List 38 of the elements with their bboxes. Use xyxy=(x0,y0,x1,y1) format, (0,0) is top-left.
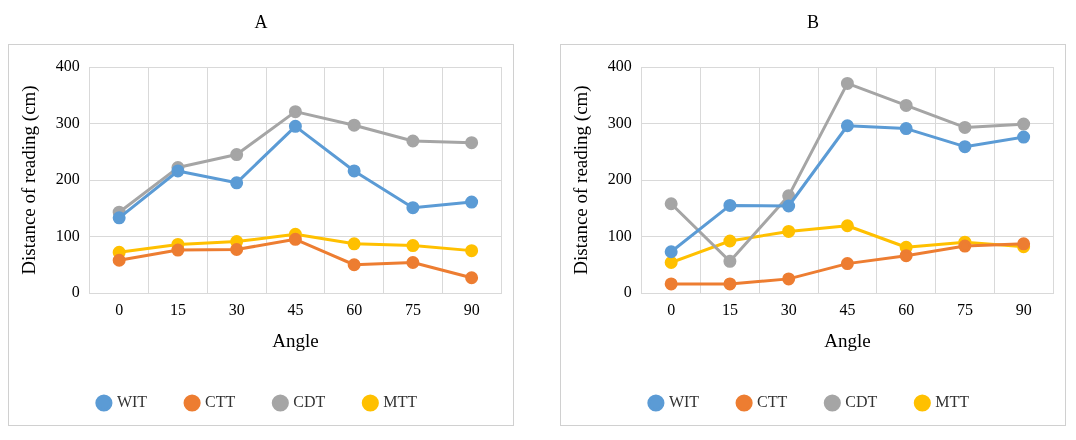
chart-title: B xyxy=(806,11,820,34)
legend-label: MTT xyxy=(383,393,418,411)
legend-label: CTT xyxy=(757,393,788,411)
x-tick-label: 45 xyxy=(287,300,304,318)
y-tick-label: 200 xyxy=(607,170,632,188)
x-axis-title: Angle xyxy=(824,329,871,351)
y-tick-label: 400 xyxy=(607,57,632,75)
x-tick-label: 75 xyxy=(956,300,973,318)
legend-label: CTT xyxy=(205,393,236,411)
y-tick-label: 100 xyxy=(607,226,632,244)
chart-title: A xyxy=(253,11,269,34)
y-axis-title: Distance of reading (cm) xyxy=(570,85,593,275)
legend-label: WIT xyxy=(116,393,148,411)
y-tick-label: 0 xyxy=(71,283,80,301)
legend-label: MTT xyxy=(935,393,970,411)
legend-label: CDT xyxy=(293,393,326,411)
x-tick-label: 0 xyxy=(115,300,124,318)
x-tick-label: 90 xyxy=(463,300,480,318)
x-tick-label: 15 xyxy=(169,300,186,318)
x-tick-label: 75 xyxy=(404,300,421,318)
y-tick-label: 100 xyxy=(55,226,80,244)
y-tick-label: 300 xyxy=(607,113,632,131)
x-tick-label: 45 xyxy=(839,300,856,318)
y-tick-label: 0 xyxy=(623,283,632,301)
x-tick-label: 0 xyxy=(667,300,676,318)
x-axis-title: Angle xyxy=(272,329,319,351)
legend-label: CDT xyxy=(845,393,878,411)
x-tick-label: 90 xyxy=(1015,300,1032,318)
y-axis-title: Distance of reading (cm) xyxy=(18,85,41,275)
x-tick-label: 30 xyxy=(780,300,797,318)
legend-label: WIT xyxy=(668,393,700,411)
x-tick-label: 15 xyxy=(721,300,738,318)
x-tick-label: 60 xyxy=(898,300,915,318)
x-tick-label: 60 xyxy=(346,300,363,318)
y-tick-label: 300 xyxy=(55,113,80,131)
x-tick-label: 30 xyxy=(228,300,245,318)
y-tick-label: 200 xyxy=(55,170,80,188)
y-tick-label: 400 xyxy=(55,57,80,75)
